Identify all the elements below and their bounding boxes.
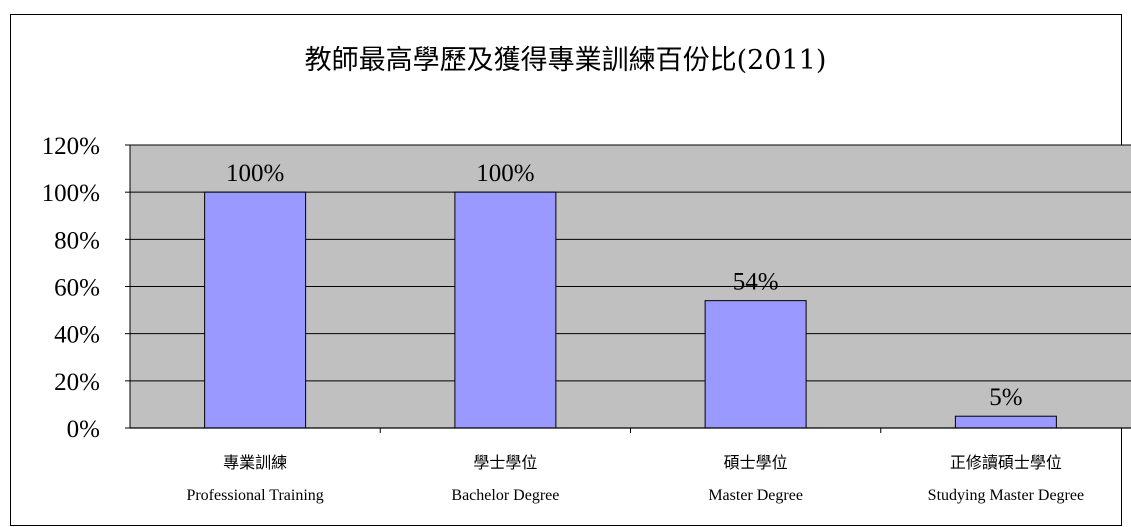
y-tick-label: 100% (42, 180, 100, 207)
x-tick-label-en: Master Degree (708, 487, 803, 504)
data-label: 5% (989, 384, 1022, 411)
y-tick-label: 60% (54, 275, 100, 302)
bar (205, 192, 306, 428)
y-tick-label: 40% (54, 322, 100, 349)
x-tick-label-en: Professional Training (186, 487, 323, 504)
x-tick-label-zh: 學士學位 (473, 453, 537, 472)
y-tick-label: 80% (54, 227, 100, 254)
y-tick-label: 120% (42, 133, 100, 160)
data-label: 100% (226, 160, 284, 187)
data-label: 54% (733, 269, 779, 296)
y-tick-label: 0% (67, 416, 100, 443)
bar (705, 301, 806, 428)
x-tick-label-en: Studying Master Degree (928, 487, 1084, 504)
bar (455, 192, 556, 428)
y-tick-label: 20% (54, 369, 100, 396)
x-tick-label-zh: 碩士學位 (724, 453, 788, 472)
y-tick-labels: 0% 20% 40% 60% 80% 100% 120% (42, 133, 100, 443)
x-tick-label-zh: 專業訓練 (223, 453, 287, 472)
x-tick-label-zh: 正修讀碩士學位 (950, 453, 1062, 472)
x-tick-label-en: Bachelor Degree (451, 487, 559, 504)
bar (955, 416, 1056, 428)
data-label: 100% (476, 160, 534, 187)
category-labels: 專業訓練 Professional Training 學士學位 Bachelor De… (186, 453, 1084, 504)
